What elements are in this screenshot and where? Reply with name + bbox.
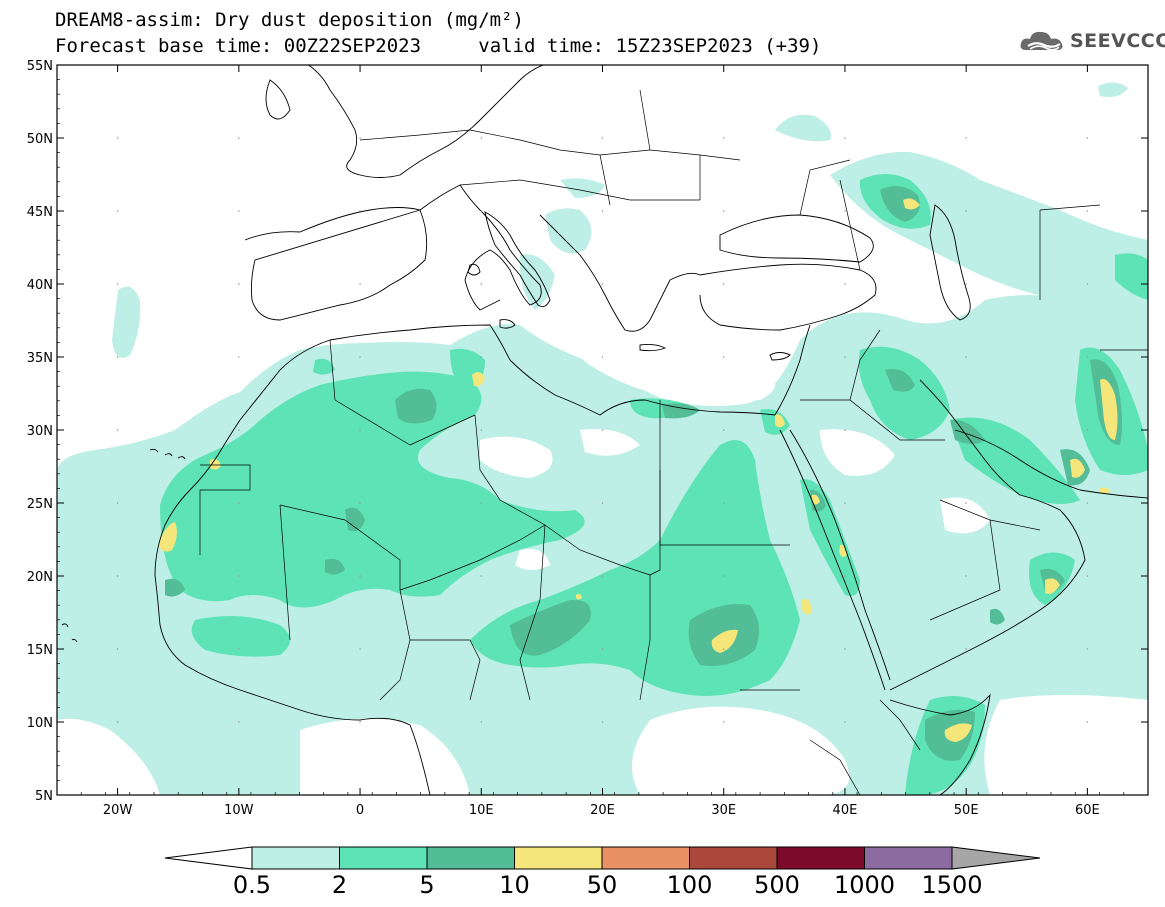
grid-dots: [116, 137, 1089, 723]
latitude-axis: 55N 50N 45N 40N 35N 30N 25N 20N 15N 10N 5N: [27, 59, 1148, 804]
dust-gaps: [57, 299, 1148, 795]
lat-label: 15N: [27, 643, 53, 658]
lat-label: 25N: [27, 497, 53, 512]
lat-label: 55N: [27, 59, 53, 74]
colorbar: 0.5 2 5 10 50 100 500 1000 1500: [164, 846, 1041, 899]
colorbar-over-arrow: [951, 846, 1041, 870]
coastlines: [61, 65, 1148, 795]
lon-label: 10E: [469, 803, 494, 818]
lat-label: 45N: [27, 205, 53, 220]
title-line-2: Forecast base time: 00Z22SEP2023 valid t…: [55, 36, 821, 56]
colorbar-segment: [689, 846, 778, 870]
lat-label: 5N: [35, 789, 53, 804]
lat-label: 35N: [27, 351, 53, 366]
longitude-axis: 20W 10W 0 10E 20E 30E 40E 50E 60E: [56, 65, 1149, 818]
lat-label: 50N: [27, 132, 53, 147]
colorbar-segment: [601, 846, 690, 870]
colorbar-segment: [514, 846, 603, 870]
colorbar-label: 100: [667, 871, 713, 899]
lat-label: 30N: [27, 424, 53, 439]
colorbar-segment: [251, 846, 340, 870]
lon-label: 60E: [1075, 803, 1100, 818]
lon-label: 10W: [224, 803, 254, 818]
dust-level-10: [158, 198, 1118, 742]
lon-label: 0: [356, 803, 364, 818]
lon-label: 20E: [590, 803, 615, 818]
colorbar-under-arrow: [164, 846, 253, 870]
colorbar-label: 1000: [834, 871, 895, 899]
lat-label: 20N: [27, 570, 53, 585]
lat-label: 10N: [27, 716, 53, 731]
colorbar-label: 50: [587, 871, 618, 899]
valid-time: valid time: 15Z23SEP2023 (+39): [478, 35, 822, 57]
lon-label: 40E: [833, 803, 858, 818]
colorbar-label: 0.5: [233, 871, 271, 899]
seevccc-logo: SEEVCCC: [1018, 26, 1165, 56]
colorbar-label: 5: [419, 871, 434, 899]
lon-label: 50E: [954, 803, 979, 818]
colorbar-segment: [864, 846, 953, 870]
dust-level-5: [165, 186, 1123, 761]
colorbar-segment: [426, 846, 515, 870]
logo-text: SEEVCCC: [1070, 30, 1165, 52]
lon-label: 30E: [711, 803, 736, 818]
lon-label: 20W: [103, 803, 133, 818]
dust-deposition-field: [57, 82, 1148, 795]
country-borders: [199, 89, 1148, 795]
colorbar-segment: [339, 846, 428, 870]
title-line-1: DREAM8-assim: Dry dust deposition (mg/m²…: [55, 9, 524, 31]
forecast-base-time: Forecast base time: 00Z22SEP2023: [55, 35, 422, 57]
colorbar-label: 500: [754, 871, 800, 899]
colorbar-label: 1500: [921, 871, 982, 899]
cloud-logo-icon: [1020, 31, 1063, 51]
lat-label: 40N: [27, 278, 53, 293]
colorbar-label: 2: [332, 871, 347, 899]
colorbar-label: 10: [499, 871, 530, 899]
colorbar-segment: [776, 846, 865, 870]
